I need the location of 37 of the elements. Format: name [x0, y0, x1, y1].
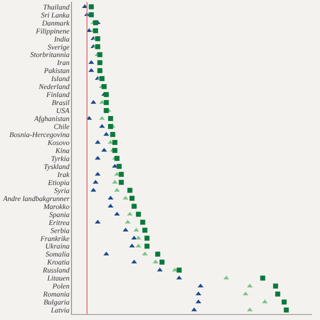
point: [108, 116, 114, 121]
point: [114, 156, 120, 161]
point: [144, 236, 150, 241]
point: [112, 148, 118, 153]
point: [118, 180, 124, 185]
point: [282, 300, 287, 305]
point: [130, 196, 134, 201]
point: [112, 140, 118, 145]
point: [176, 268, 182, 273]
point: [127, 188, 132, 193]
point: [136, 212, 141, 217]
point: [95, 44, 100, 50]
point: [273, 284, 278, 289]
point: [100, 76, 104, 82]
point: [118, 172, 124, 177]
point: [140, 220, 146, 225]
point: [275, 292, 280, 297]
point: [104, 100, 109, 106]
point: [114, 212, 120, 216]
point: [160, 260, 164, 265]
point: [114, 188, 120, 192]
point: [144, 244, 150, 249]
point: [108, 124, 114, 129]
point: [90, 188, 96, 192]
point: [95, 36, 100, 42]
point: [93, 20, 98, 26]
point: [142, 228, 148, 233]
point: [97, 52, 102, 58]
point: [284, 308, 289, 313]
point: [92, 180, 98, 184]
point: [122, 196, 128, 200]
point: [93, 28, 98, 34]
point: [155, 252, 160, 257]
point: [108, 196, 114, 200]
point: [260, 276, 266, 281]
point: [108, 204, 114, 208]
point: [102, 84, 107, 90]
